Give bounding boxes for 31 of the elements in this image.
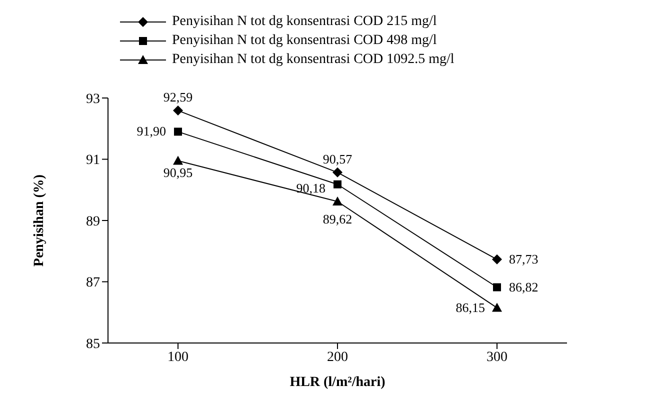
legend-label: Penyisihan N tot dg konsentrasi COD 215 mg/l xyxy=(172,14,437,30)
data-label: 86,15 xyxy=(456,300,485,315)
x-tick-label: 100 xyxy=(168,350,188,365)
data-label: 90,18 xyxy=(296,180,326,196)
y-tick-label: 93 xyxy=(86,92,100,107)
legend-label: Penyisihan N tot dg konsentrasi COD 498 mg/l xyxy=(172,32,437,48)
y-tick-label: 85 xyxy=(86,336,100,352)
point xyxy=(334,180,342,188)
y-tick-label: 89 xyxy=(86,214,100,230)
point xyxy=(174,128,182,136)
legend-label: Penyisihan N tot dg konsentrasi COD 1092.5 mg/l xyxy=(172,52,454,68)
x-tick-label: 300 xyxy=(486,350,508,365)
y-tick-label: 91 xyxy=(86,153,100,168)
y-tick-label: 87 xyxy=(86,276,100,291)
data-label: 90,95 xyxy=(163,164,193,180)
point xyxy=(173,156,183,165)
x-tick-label: 200 xyxy=(327,350,348,365)
point xyxy=(492,302,502,312)
data-label: 89,62 xyxy=(322,212,352,227)
data-label: 90,57 xyxy=(322,151,353,166)
point xyxy=(493,283,501,292)
point xyxy=(332,167,342,178)
point xyxy=(332,196,342,206)
point xyxy=(173,106,183,116)
data-label: 86,82 xyxy=(509,279,538,294)
data-label: 92,59 xyxy=(163,90,193,105)
x-axis-title: HLR (l/m²/hari) xyxy=(290,375,386,390)
point xyxy=(492,254,502,264)
data-label: 87,73 xyxy=(509,251,538,266)
y-axis-title: Penyisihan (%) xyxy=(32,174,47,267)
data-label: 91,90 xyxy=(136,124,166,139)
